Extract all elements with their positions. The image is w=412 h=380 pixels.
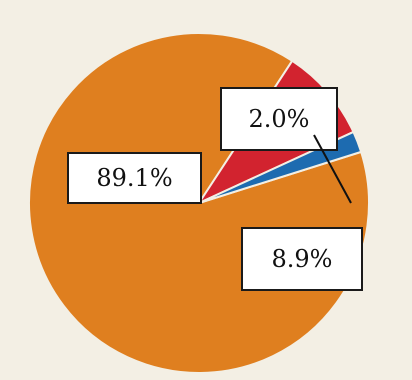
data-label-box bbox=[241, 227, 363, 291]
pie-labels: 89.1% 8.9% 2.0% bbox=[67, 87, 363, 291]
data-label-box bbox=[67, 152, 202, 204]
data-label: 8.9% bbox=[272, 245, 333, 273]
label-leader-line bbox=[313, 134, 352, 204]
data-label: 89.1% bbox=[96, 164, 172, 192]
data-label: 2.0% bbox=[249, 105, 310, 133]
